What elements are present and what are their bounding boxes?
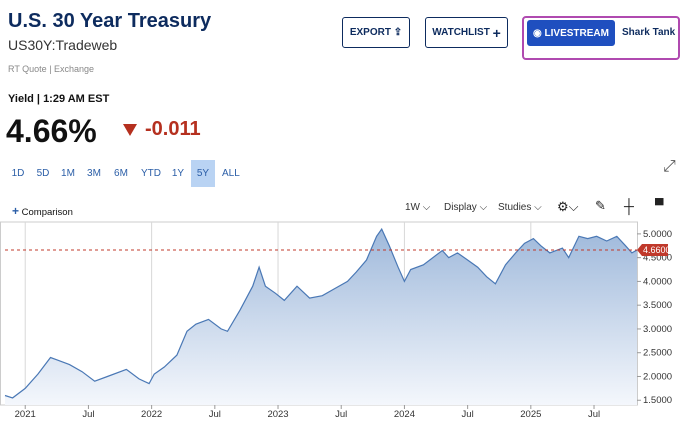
x-tick-label: Jul	[335, 409, 347, 420]
series-line	[4, 227, 638, 399]
price-change: -0.011	[145, 118, 201, 140]
quote-label: Yield | 1:29 AM EST	[8, 93, 110, 105]
toolbar-label: Display	[444, 202, 477, 213]
range-button[interactable]: ALL	[222, 168, 240, 179]
x-tick-label: 2025	[520, 409, 541, 420]
title: U.S. 30 Year Treasury	[8, 10, 212, 32]
range-button[interactable]: YTD	[141, 168, 161, 179]
y-tick-label: 2.0000	[643, 371, 672, 382]
y-tick-label: 4.5000	[643, 253, 672, 264]
price-tag	[637, 244, 668, 257]
display-menu[interactable]: Display ⌵	[444, 202, 488, 213]
interval-menu[interactable]: 1W ⌵	[405, 202, 431, 213]
range-button[interactable]: 1M	[61, 168, 75, 179]
x-tick-label: Jul	[462, 409, 474, 420]
draw-icon[interactable]: ✎	[595, 198, 606, 213]
symbol: US30Y:Tradeweb	[8, 37, 118, 53]
y-tick-label: 4.0000	[643, 276, 672, 287]
x-tick-label: Jul	[82, 409, 94, 420]
range-button[interactable]: 5Y	[191, 160, 215, 187]
comment-icon[interactable]: ▀	[655, 198, 664, 212]
toolbar-label: Comparison	[21, 207, 73, 218]
range-button[interactable]: 3M	[87, 168, 101, 179]
last-price: 4.66%	[6, 113, 97, 149]
price-tag-label: 4.6600	[643, 245, 671, 255]
livestream-button[interactable]: ◉ LIVESTREAM	[527, 20, 615, 46]
watchlist-button[interactable]: WATCHLIST +	[425, 17, 508, 48]
x-tick-label: Jul	[588, 409, 600, 420]
button-label: EXPORT	[349, 27, 391, 38]
x-tick-label: 2023	[267, 409, 288, 420]
area-fill	[5, 229, 637, 405]
x-tick-label: 2021	[15, 409, 36, 420]
y-tick-label: 1.5000	[643, 395, 672, 406]
button-label: LIVESTREAM	[544, 27, 609, 39]
range-button[interactable]: 6M	[114, 168, 128, 179]
y-tick-label: 3.0000	[643, 324, 672, 335]
range-button[interactable]: 5D	[36, 168, 50, 179]
range-button[interactable]: 1Y	[171, 168, 185, 179]
shark-tank-link[interactable]: Shark Tank	[622, 27, 676, 38]
down-arrow	[123, 124, 137, 136]
livestream-box	[522, 16, 680, 60]
range-button[interactable]: 1D	[11, 168, 25, 179]
y-tick-label: 5.0000	[643, 229, 672, 240]
toolbar-label: Studies	[498, 202, 532, 213]
button-label: WATCHLIST	[432, 27, 490, 38]
quote-source: RT Quote | Exchange	[8, 64, 95, 74]
x-tick-label: 2022	[141, 409, 162, 420]
settings-icon[interactable]: ⚙⌵	[557, 199, 579, 214]
studies-menu[interactable]: Studies ⌵	[498, 202, 542, 213]
crosshair-icon[interactable]: ┼	[624, 198, 634, 214]
y-tick-label: 2.5000	[643, 348, 672, 359]
toolbar-label: 1W	[405, 202, 420, 213]
comparison-button[interactable]: + Comparison	[12, 204, 73, 218]
expand-icon[interactable]: ⤢	[663, 158, 676, 175]
export-button[interactable]: EXPORT ⇪	[342, 17, 410, 48]
y-tick-label: 3.5000	[643, 300, 672, 311]
x-tick-label: Jul	[209, 409, 221, 420]
x-tick-label: 2024	[394, 409, 415, 420]
